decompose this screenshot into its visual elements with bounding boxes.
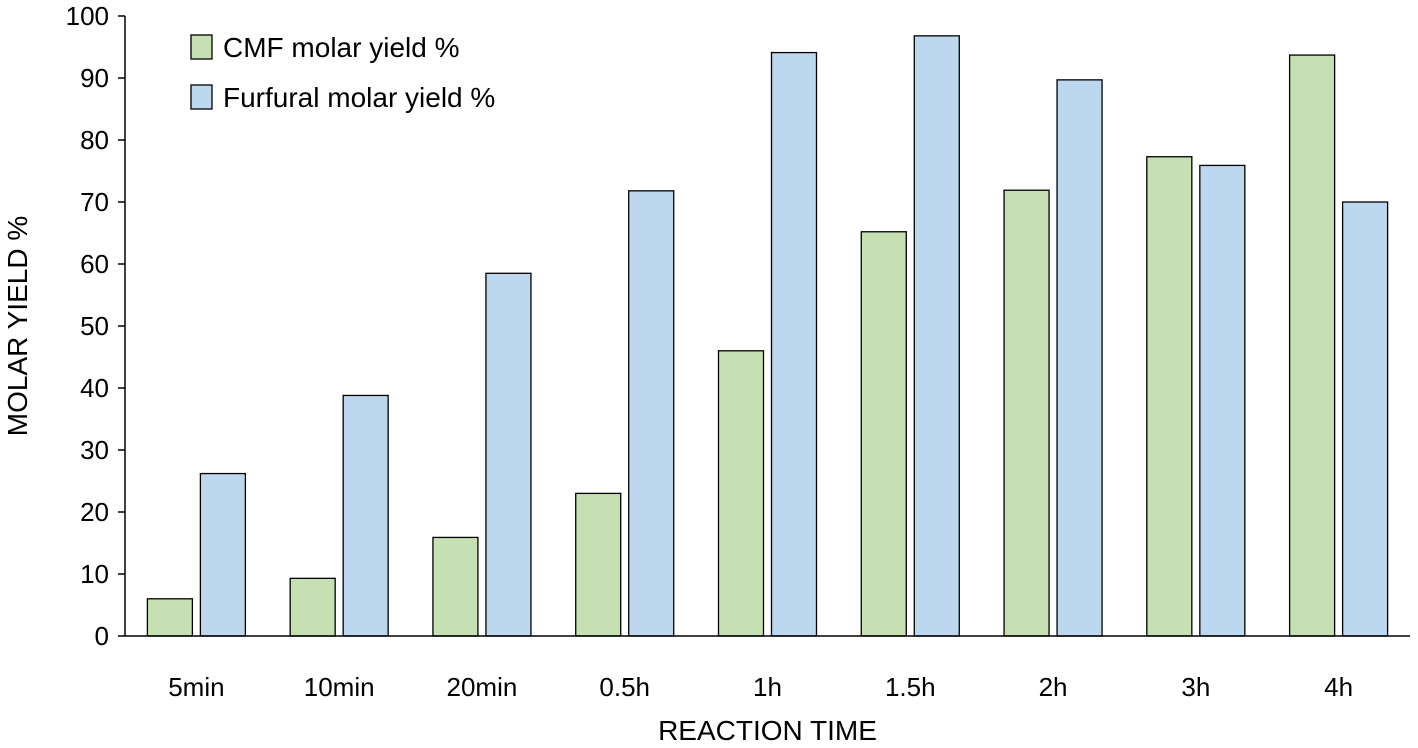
legend-label-cmf: CMF molar yield % — [223, 32, 459, 63]
y-tick-label: 20 — [80, 497, 109, 527]
legend: CMF molar yield % Furfural molar yield % — [190, 32, 495, 113]
y-tick-label: 90 — [80, 63, 109, 93]
bar-furfural-20min — [485, 272, 532, 637]
bar-cmf-4h — [1288, 54, 1336, 637]
y-tick-label: 0 — [95, 621, 109, 651]
bar-cmf-5min — [146, 598, 194, 637]
bar-furfural-1_5h — [913, 35, 960, 637]
x-tick-label: 2h — [1039, 672, 1068, 702]
y-tick-label: 80 — [80, 125, 109, 155]
x-ticks-group: 5min 10min 20min 0.5h 1h 1.5h 2h 3h 4h — [168, 672, 1353, 702]
bar-cmf-10min — [289, 577, 336, 637]
bars-group — [146, 35, 1389, 637]
y-ticks-group: 0 10 20 30 40 50 60 70 80 90 100 — [66, 1, 125, 651]
y-tick-label: 10 — [80, 559, 109, 589]
y-tick-label: 60 — [80, 249, 109, 279]
x-tick-label: 20min — [447, 672, 518, 702]
y-tick-label: 30 — [80, 435, 109, 465]
x-tick-label: 1.5h — [885, 672, 936, 702]
legend-swatch-cmf — [190, 34, 213, 60]
bar-furfural-2h — [1056, 79, 1103, 637]
bar-furfural-5min — [199, 472, 247, 637]
bar-cmf-1_5h — [860, 231, 907, 637]
bar-furfural-3h — [1199, 164, 1246, 637]
x-tick-label: 0.5h — [599, 672, 650, 702]
bar-cmf-3h — [1146, 156, 1193, 637]
legend-label-furfural: Furfural molar yield % — [223, 82, 495, 113]
y-tick-label: 70 — [80, 187, 109, 217]
y-tick-label: 50 — [80, 311, 109, 341]
bar-cmf-1h — [717, 350, 765, 637]
y-tick-label: 40 — [80, 373, 109, 403]
legend-swatch-furfural — [190, 84, 213, 110]
bar-cmf-0_5h — [575, 492, 622, 637]
x-axis-title: REACTION TIME — [658, 715, 877, 746]
x-tick-label: 10min — [304, 672, 375, 702]
x-tick-label: 3h — [1181, 672, 1210, 702]
bar-furfural-4h — [1341, 201, 1389, 637]
bar-furfural-10min — [342, 394, 389, 637]
y-axis-title: MOLAR YIELD % — [2, 216, 33, 436]
bar-furfural-1h — [770, 51, 818, 637]
bar-cmf-20min — [432, 536, 479, 637]
bar-furfural-0_5h — [628, 190, 675, 637]
bar-cmf-2h — [1003, 189, 1050, 637]
x-tick-label: 4h — [1324, 672, 1353, 702]
y-tick-label: 100 — [66, 1, 109, 31]
x-tick-label: 1h — [753, 672, 782, 702]
x-tick-label: 5min — [168, 672, 224, 702]
